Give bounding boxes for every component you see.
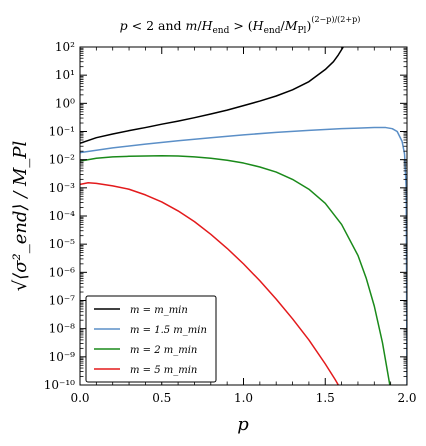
x-axis-label: p — [237, 414, 249, 435]
series-line-2 — [80, 126, 407, 385]
y-tick-label: 10⁻² — [49, 153, 76, 167]
y-tick-label: 10⁻⁸ — [49, 322, 76, 336]
legend-box — [85, 295, 217, 383]
x-tick-label: 0.5 — [152, 391, 171, 405]
y-axis-label: √⟨σ²_end⟩ / M_Pl — [10, 140, 31, 291]
y-tick-label: 10² — [55, 40, 75, 54]
chart-title: p < 2 and m/Hend > (Hend/MPl)(2−p)/(2+p) — [120, 15, 361, 36]
x-tick-label: 0.0 — [70, 391, 89, 405]
x-tick-label: 1.5 — [316, 391, 335, 405]
y-tick-label: 10⁰ — [55, 96, 75, 110]
legend-label-4: m = 5 m_min — [130, 365, 197, 376]
x-tick-label: 1.0 — [234, 391, 253, 405]
y-tick-label: 10⁻¹⁰ — [44, 378, 75, 392]
y-tick-label: 10⁻⁹ — [49, 350, 76, 364]
series-line-1 — [80, 47, 344, 145]
legend-label-2: m = 1.5 m_min — [130, 325, 207, 336]
y-tick-label: 10⁻¹ — [49, 125, 75, 139]
y-tick-label: 10⁻³ — [49, 181, 76, 195]
series-line-3 — [80, 154, 391, 385]
series-group — [80, 47, 407, 385]
x-tick-label: 2.0 — [397, 391, 416, 405]
plot-area: 10² 10¹ 10⁰ 10⁻¹ 10⁻² 10⁻³ 10⁻⁴ 10⁻⁵ 10⁻⁶ 10⁻⁷ 10⁻… — [44, 40, 417, 405]
y-tick-label: 10¹ — [55, 68, 75, 82]
legend-label-3: m = 2 m_min — [130, 345, 197, 356]
y-tick-label: 10⁻⁷ — [49, 294, 76, 308]
series-line-4 — [80, 182, 339, 385]
y-tick-label: 10⁻⁴ — [49, 209, 76, 223]
y-tick-label: 10⁻⁵ — [49, 237, 76, 251]
legend-label-1: m = m_min — [130, 305, 188, 316]
y-tick-label: 10⁻⁶ — [49, 265, 76, 279]
